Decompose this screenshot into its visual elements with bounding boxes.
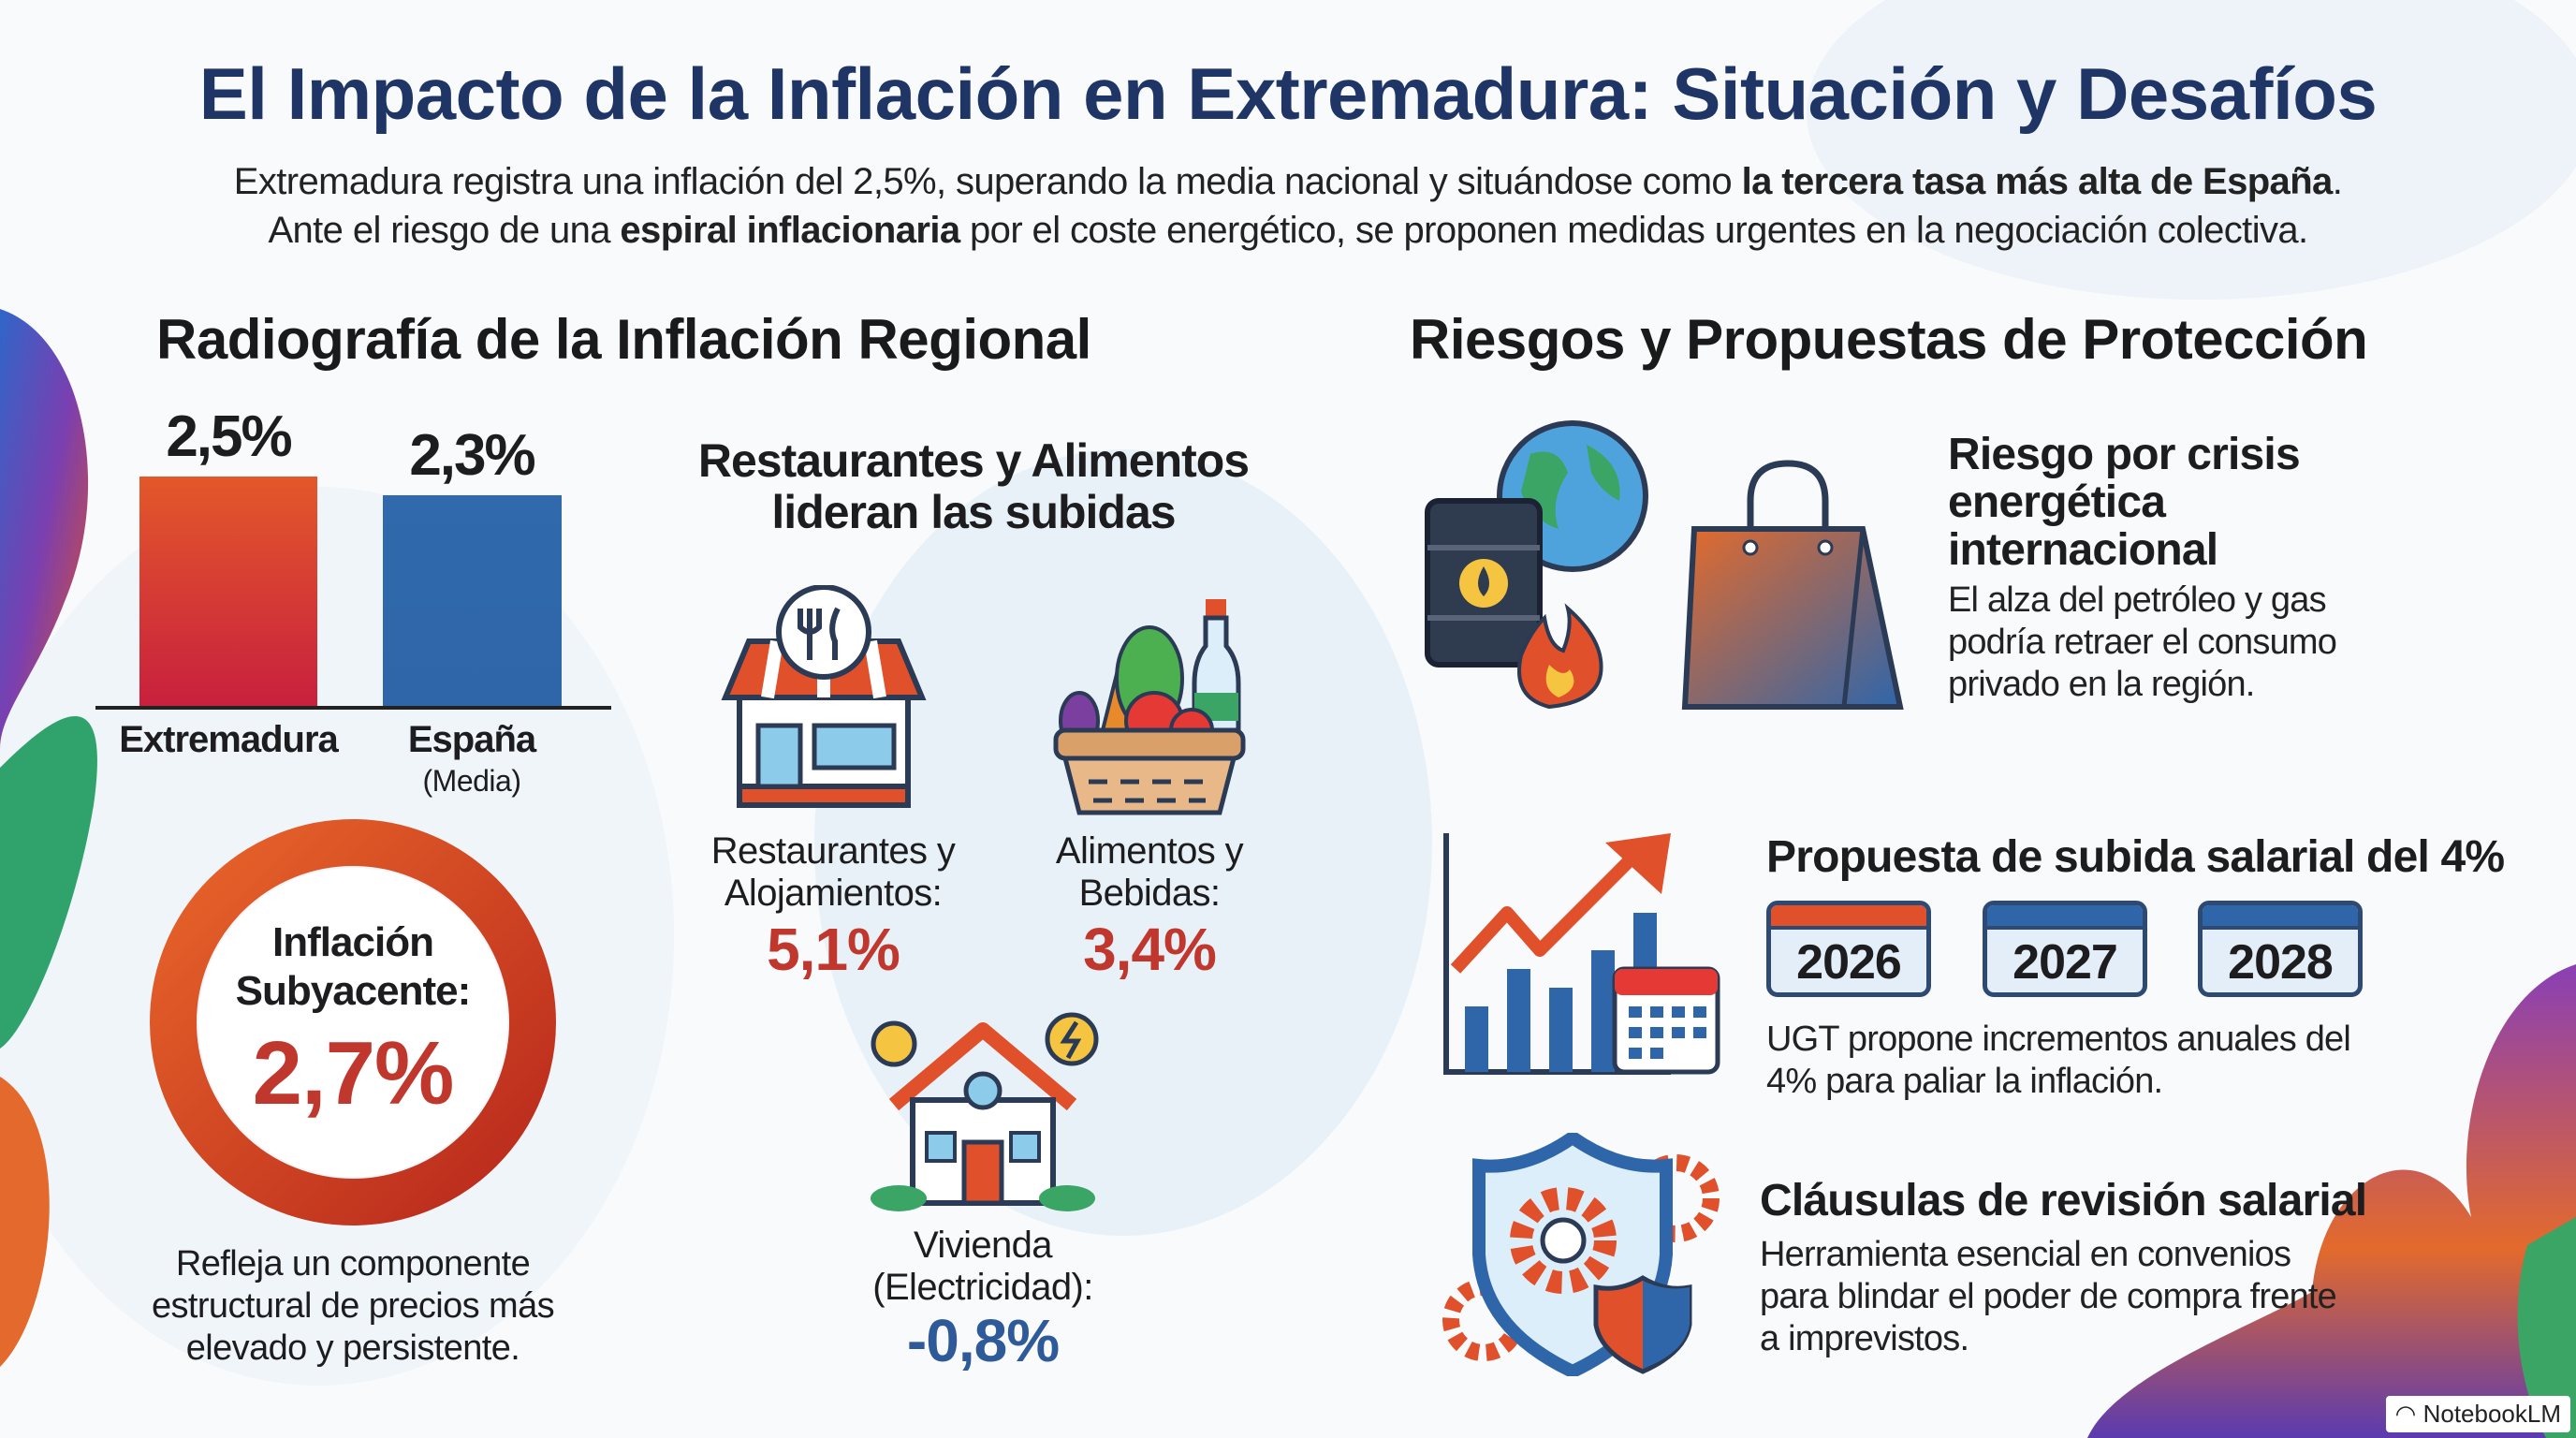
label-line: Alojamientos: [724,873,943,914]
body-line: UGT propone incrementos anuales del [1766,1020,2351,1059]
notebooklm-logo-icon: ◠ [2394,1400,2423,1428]
sector-label-food: Alimentos y Bebidas: [1000,830,1299,915]
body-line: Herramienta esencial en convenios [1760,1235,2291,1274]
heading-line: Restaurantes y Alimentos [697,434,1250,487]
page-title: El Impacto de la Inflación en Extremadur… [198,52,2378,135]
body-line: para blindar el poder de compra frente [1760,1277,2337,1316]
body-line: podría retraer el consumo [1948,623,2337,662]
calendar-2027: 2027 [1983,901,2147,997]
category-label-espana: España [407,719,536,760]
body-line: 4% para paliar la inflación. [1766,1062,2163,1101]
espana-note: (Media) [422,764,521,798]
title-line: internacional [1948,525,2218,575]
intro-line-2: Ante el riesgo de una espiral inflaciona… [268,210,2308,251]
house-energy-icon [871,1012,1099,1211]
label-line: Restaurantes y [710,830,956,872]
calendar-header [2203,905,2358,930]
year-label: 2027 [2012,935,2118,990]
clauses-title: Cláusulas de revisión salarial [1760,1176,2367,1225]
title-line: energética [1948,477,2166,527]
label-line: Bebidas: [1078,873,1221,914]
core-inflation-ring [150,819,556,1225]
shield-gears-icon [1442,1133,1720,1376]
risk-body: El alza del petróleo y gas podría retrae… [1948,580,2337,706]
inflation-bar-chart: 2,5% 2,3% Extremadura España (Media) [95,393,620,843]
caption-line: elevado y persistente. [185,1328,520,1368]
sectors-heading: Restaurantes y Alimentos lideran las sub… [646,435,1301,538]
notebooklm-badge: ◠ NotebookLM [2385,1396,2570,1432]
body-line: privado en la región. [1948,665,2255,704]
food-basket-icon [1053,599,1246,815]
category-label-extremadura: Extremadura [119,719,339,760]
year-label: 2026 [1796,935,1902,990]
value-label-extremadura: 2,5% [166,404,292,469]
core-caption: Refleja un componente estructural de pre… [72,1243,634,1370]
core-label-1: Inflación [272,919,434,965]
year-label: 2028 [2228,935,2334,990]
proposal-body: UGT propone incrementos anuales del 4% p… [1766,1019,2351,1103]
caption-line: Refleja un componente [175,1244,531,1284]
bar-espana [383,494,562,706]
sector-value-food: 3,4% [1083,916,1217,983]
value-label-espana: 2,3% [409,422,535,488]
sector-label-housing: Vivienda (Electricidad): [824,1225,1142,1309]
risk-title: Riesgo por crisis energética internacion… [1948,430,2301,575]
section-heading-regional: Radiografía de la Inflación Regional [156,308,1091,371]
heading-line: lideran las subidas [771,486,1176,538]
sector-value-restaurants: 5,1% [767,916,900,983]
oil-globe-fire-icon [1425,420,1648,710]
sector-value-housing: -0,8% [906,1307,1060,1374]
restaurant-icon [721,585,927,808]
body-line: a imprevistos. [1760,1319,1969,1358]
bar-extremadura [139,477,317,706]
intro-line-1: Extremadura registra una inflación del 2… [233,161,2343,202]
shopping-bag-icon [1681,460,1904,710]
calendar-header [1771,905,1926,930]
core-value: 2,7% [252,1023,455,1123]
growth-chart-calendar-icon [1443,833,1720,1075]
caption-line: estructural de precios más [151,1286,555,1326]
label-line: Alimentos y [1055,830,1244,872]
core-label-2: Subyacente: [235,968,472,1014]
title-line: Riesgo por crisis [1948,430,2301,479]
chart-baseline [95,706,611,710]
badge-label: NotebookLM [2422,1400,2561,1428]
proposal-title: Propuesta de subida salarial del 4% [1766,832,2505,882]
sector-label-restaurants: Restaurantes y Alojamientos: [683,830,983,915]
section-heading-risks: Riesgos y Propuestas de Protección [1410,308,2368,371]
label-line: Vivienda [914,1225,1053,1266]
body-line: El alza del petróleo y gas [1948,580,2327,620]
label-line: (Electricidad): [872,1267,1093,1308]
calendar-2026: 2026 [1766,901,1931,997]
clauses-body: Herramienta esencial en convenios para b… [1760,1234,2337,1360]
calendar-header [1987,905,2143,930]
calendar-2028: 2028 [2198,901,2363,997]
